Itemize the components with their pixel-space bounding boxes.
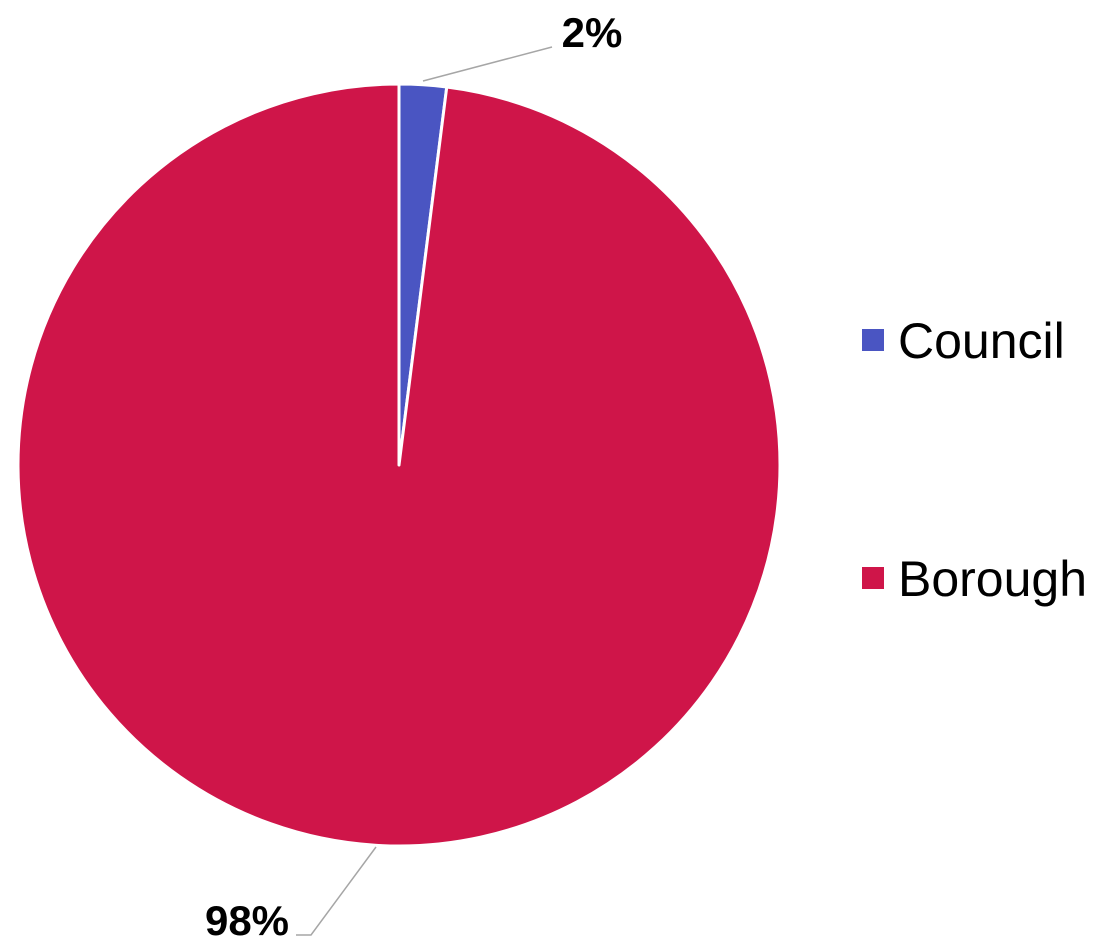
legend-label-council: Council (898, 313, 1065, 369)
legend: Council Borough (862, 313, 1087, 607)
leader-lines (296, 46, 553, 936)
data-label-borough: 98% (205, 897, 289, 944)
leader-line-council (422, 46, 553, 82)
legend-label-borough: Borough (898, 551, 1087, 607)
data-labels: 2% 98% (205, 9, 622, 944)
legend-swatch-council (862, 329, 884, 351)
pie-slice-borough (16, 82, 782, 848)
pie-slices (16, 82, 782, 848)
leader-line-borough (296, 846, 377, 936)
legend-swatch-borough (862, 567, 884, 589)
data-label-council: 2% (562, 9, 623, 56)
